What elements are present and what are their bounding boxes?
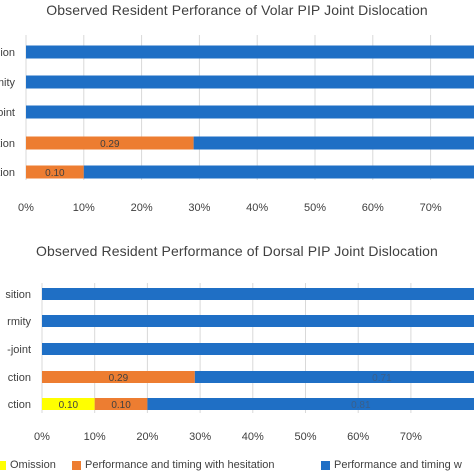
chart-2-category-label: ction (8, 372, 31, 384)
legend-item-timing: Performance and timing w (321, 459, 462, 471)
chart-2-x-tick-label: 60% (347, 431, 369, 443)
chart-1-category-label: ction (0, 167, 15, 179)
chart-2-x-tick-label: 70% (400, 431, 422, 443)
chart-1-bar-segment (26, 165, 84, 179)
chart-1-bar-segment (26, 136, 194, 150)
chart-2-category-label: rmity (7, 316, 31, 328)
chart-1-data-label: 0.29 (100, 139, 120, 150)
chart-1-x-tick-label: 40% (246, 202, 268, 214)
chart-1-x-tick-label: 20% (131, 202, 153, 214)
chart-2-bar-segment (147, 398, 474, 410)
chart-1-x-tick-label: 50% (304, 202, 326, 214)
chart-1-x-tick-label: 70% (420, 202, 442, 214)
chart-2-x-tick-label: 30% (189, 431, 211, 443)
chart-1-bar-segment (83, 165, 474, 179)
chart-1-category-label: joint (0, 107, 15, 119)
chart-2-x-tick-label: 0% (34, 431, 50, 443)
legend-item-hesitation: Performance and timing with hesitation (72, 459, 275, 471)
chart-2-x-tick-label: 20% (136, 431, 158, 443)
legend-label-omission: Omission (10, 459, 56, 471)
chart-2-bar-segment (42, 371, 195, 383)
chart-2-data-label: 0.29 (109, 373, 129, 384)
legend-swatch-timing (321, 460, 330, 470)
chart-1-category-label: rmity (0, 77, 15, 89)
legend-label-hesitation: Performance and timing with hesitation (85, 459, 275, 471)
chart-2-bar-segment (42, 315, 474, 327)
chart-2-category-label: ction (8, 399, 31, 411)
chart-2-bar-segment (94, 398, 148, 410)
chart-1-bar-segment (26, 45, 474, 59)
chart-1-bar-segment (193, 136, 474, 150)
chart-1-x-tick-label: 30% (188, 202, 210, 214)
legend-swatch-omission (0, 460, 6, 470)
legend-item-omission: Omission (0, 459, 56, 471)
chart-1-x-tick-label: 0% (18, 202, 34, 214)
legend: Omission Performance and timing with hes… (0, 459, 474, 474)
chart-1-bar-segment (26, 105, 474, 119)
chart-2-data-label: 0.81 (351, 400, 371, 411)
chart-1-data-label: 0.10 (45, 168, 65, 179)
chart-1-title: Observed Resident Perforance of Volar PI… (46, 2, 428, 18)
chart-2-data-label: 0.71 (372, 373, 392, 384)
chart-2-data-label: 0.10 (59, 400, 79, 411)
chart-2-bar-segment (194, 371, 474, 383)
chart-2-data-label: 0.10 (111, 400, 131, 411)
legend-swatch-hesitation (72, 460, 81, 470)
chart-2-bar-segment (42, 288, 474, 300)
chart-1-x-tick-label: 10% (73, 202, 95, 214)
chart-2-x-tick-label: 50% (294, 431, 316, 443)
chart-2-x-tick-label: 40% (242, 431, 264, 443)
chart-2-category-label: -joint (7, 344, 31, 356)
chart-1-category-label: ction (0, 138, 15, 150)
chart-1-category-label: ssion (0, 47, 15, 59)
chart-1-x-tick-label: 60% (362, 202, 384, 214)
chart-1-bar-segment (26, 75, 474, 89)
chart-2-bar-segment (42, 343, 474, 355)
chart-2-x-tick-label: 10% (84, 431, 106, 443)
chart-2-bar-segment (42, 398, 95, 410)
legend-label-timing: Performance and timing w (334, 459, 462, 471)
chart-2-category-label: sition (5, 289, 31, 301)
chart-2-title: Observed Resident Performance of Dorsal … (36, 243, 438, 259)
